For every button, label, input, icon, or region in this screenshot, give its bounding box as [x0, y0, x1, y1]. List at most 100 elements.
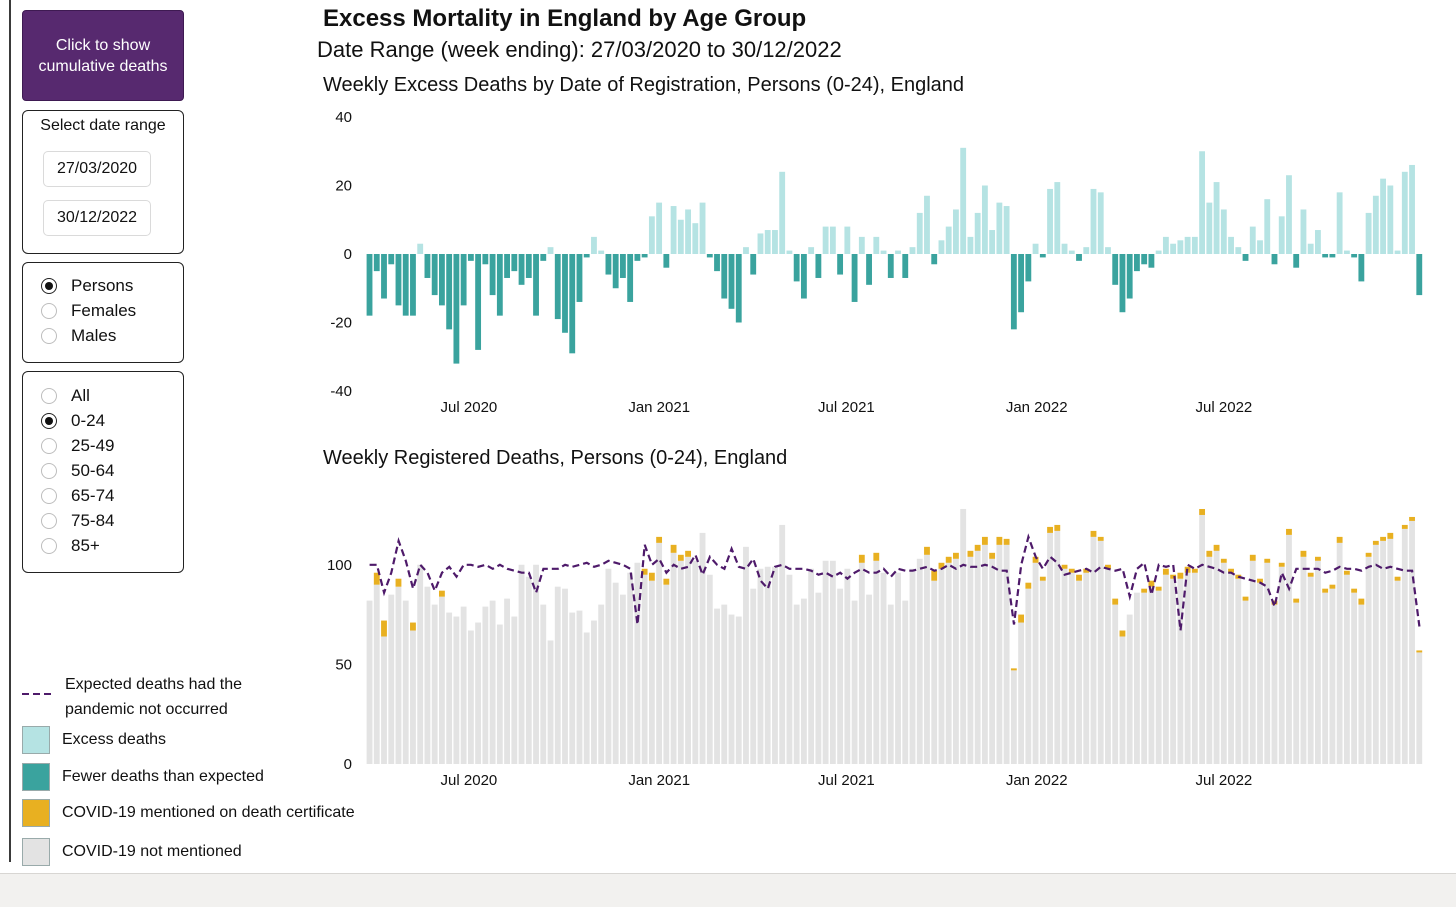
radio-button[interactable] — [41, 438, 57, 454]
non-covid-bar — [967, 556, 974, 764]
covid-bar — [410, 622, 416, 631]
x-tick-label: Jan 2022 — [1006, 399, 1068, 416]
non-covid-bar — [996, 544, 1003, 764]
excess-bar — [786, 250, 793, 254]
non-covid-bar — [1206, 556, 1213, 764]
radio-age-50-64[interactable]: 50-64 — [41, 460, 114, 482]
fewer-bar — [475, 254, 482, 350]
non-covid-bar — [1264, 562, 1271, 764]
non-covid-bar — [1061, 568, 1068, 764]
excess-bar — [1090, 188, 1097, 254]
excess-bar — [1300, 209, 1307, 254]
radio-button[interactable] — [41, 538, 57, 554]
excess-bar — [677, 219, 684, 254]
radio-button[interactable] — [41, 513, 57, 529]
fewer-bar — [605, 254, 612, 275]
age-radio-group: All 0-24 25-49 50-64 65-74 75-84 85+ — [22, 371, 184, 573]
fewer-bar — [402, 254, 409, 316]
radio-females[interactable]: Females — [41, 300, 136, 322]
covid-bar — [685, 550, 691, 557]
excess-bar — [1343, 250, 1350, 254]
non-covid-bar — [424, 586, 431, 764]
excess-bar — [1068, 250, 1075, 254]
non-covid-bar — [373, 584, 380, 764]
excess-bar — [1235, 247, 1242, 254]
radio-button-selected[interactable] — [41, 278, 57, 294]
covid-bar — [1032, 556, 1039, 563]
covid-bar — [1018, 614, 1025, 623]
radio-button[interactable] — [41, 388, 57, 404]
start-date-input[interactable]: 27/03/2020 — [43, 151, 151, 187]
non-covid-bar — [1177, 578, 1184, 764]
non-covid-bar — [1148, 586, 1155, 764]
radio-button[interactable] — [41, 328, 57, 344]
fewer-bar — [562, 254, 568, 333]
non-covid-bar — [1025, 588, 1032, 764]
radio-button[interactable] — [41, 303, 57, 319]
covid-bar — [1047, 526, 1053, 533]
fewer-bar — [395, 254, 402, 306]
excess-bar — [989, 230, 996, 254]
excess-bar — [547, 247, 554, 254]
non-covid-bar — [757, 568, 764, 764]
fewer-bar — [525, 254, 532, 278]
radio-age-85-plus[interactable]: 85+ — [41, 535, 100, 557]
non-covid-bar — [743, 546, 749, 764]
non-covid-bar — [858, 562, 865, 764]
x-tick-label: Jan 2021 — [628, 772, 690, 789]
non-covid-bar — [1141, 592, 1148, 764]
covid-bar — [1061, 564, 1068, 569]
non-covid-bar — [518, 564, 525, 764]
fewer-bar — [511, 254, 518, 272]
covid-bar — [858, 554, 865, 563]
non-covid-bar — [1278, 566, 1285, 764]
excess-bar — [909, 247, 916, 254]
y-tick-label: 0 — [344, 756, 352, 773]
covid-bar — [663, 578, 670, 585]
legend-expected-label: Expected deaths had the pandemic not occ… — [65, 672, 242, 722]
fewer-bar — [496, 254, 503, 316]
end-date-input[interactable]: 30/12/2022 — [43, 200, 151, 236]
radio-age-0-24[interactable]: 0-24 — [41, 410, 105, 432]
non-covid-bar — [569, 612, 576, 764]
radio-label: 50-64 — [71, 461, 115, 480]
radio-age-65-74[interactable]: 65-74 — [41, 485, 114, 507]
non-covid-bar — [438, 596, 445, 764]
excess-bar — [692, 223, 699, 254]
non-covid-bar — [822, 560, 829, 764]
radio-age-all[interactable]: All — [41, 385, 90, 407]
radio-age-75-84[interactable]: 75-84 — [41, 510, 114, 532]
excess-bar — [1278, 216, 1285, 254]
non-covid-bar — [772, 566, 778, 764]
radio-males[interactable]: Males — [41, 325, 116, 347]
covid-bar — [1199, 508, 1206, 515]
excess-bar — [1372, 195, 1379, 254]
covid-bar — [1097, 536, 1104, 541]
non-covid-bar — [1336, 542, 1343, 764]
y-tick-label: 100 — [327, 557, 352, 574]
radio-age-25-49[interactable]: 25-49 — [41, 435, 114, 457]
covid-bar — [1416, 650, 1423, 653]
non-covid-bar — [1351, 592, 1358, 764]
covid-bar — [1191, 568, 1198, 573]
non-covid-bar — [1249, 560, 1256, 764]
excess-bar — [880, 250, 887, 254]
fewer-bar — [793, 254, 800, 282]
non-covid-bar — [779, 524, 786, 764]
non-covid-bar — [627, 572, 634, 764]
radio-persons[interactable]: Persons — [41, 275, 133, 297]
date-range-subtitle: Date Range (week ending): 27/03/2020 to … — [317, 37, 842, 62]
radio-button[interactable] — [41, 463, 57, 479]
excess-bar — [772, 230, 778, 254]
show-cumulative-button[interactable]: Click to show cumulative deaths — [22, 10, 184, 101]
radio-button-selected[interactable] — [41, 413, 57, 429]
covid-bar — [953, 552, 959, 559]
x-tick-label: Jul 2022 — [1196, 772, 1253, 789]
excess-bar — [1206, 202, 1213, 254]
covid-bar — [1220, 558, 1227, 563]
fewer-bar — [1293, 254, 1300, 268]
radio-button[interactable] — [41, 488, 57, 504]
non-covid-bar — [540, 604, 547, 764]
sex-radio-group: Persons Females Males — [22, 262, 184, 363]
y-tick-label: 0 — [344, 246, 352, 263]
